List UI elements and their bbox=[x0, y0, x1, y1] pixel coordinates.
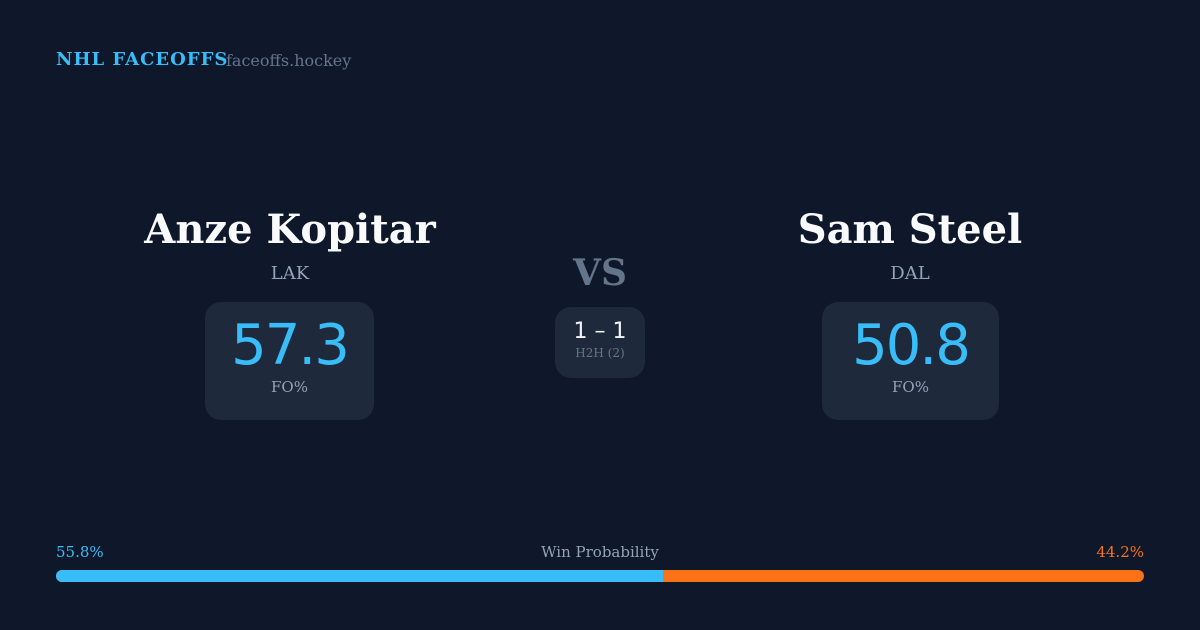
left-player-name: Anze Kopitar bbox=[144, 206, 436, 253]
left-win-prob: 55.8% bbox=[56, 543, 104, 561]
right-win-prob: 44.2% bbox=[1096, 543, 1144, 561]
right-fo-card: 50.8 FO% bbox=[822, 302, 999, 420]
right-player-name: Sam Steel bbox=[797, 206, 1023, 253]
right-fo-value: 50.8 bbox=[852, 313, 971, 378]
left-fo-label: FO% bbox=[271, 378, 308, 396]
win-prob-fill-left bbox=[56, 570, 664, 582]
h2h-record: 1 – 1 bbox=[573, 319, 627, 344]
left-team: LAK bbox=[270, 263, 310, 284]
h2h-label: H2H (2) bbox=[575, 346, 625, 360]
left-fo-value: 57.3 bbox=[231, 313, 350, 378]
win-prob-label: Win Probability bbox=[541, 543, 659, 561]
vs-label: VS bbox=[573, 252, 627, 294]
right-fo-label: FO% bbox=[892, 378, 929, 396]
brand-title: NHL FACEOFFS bbox=[56, 49, 229, 70]
site-url[interactable]: faceoffs.hockey bbox=[226, 51, 352, 70]
left-fo-card: 57.3 FO% bbox=[205, 302, 374, 420]
win-prob-bar bbox=[56, 570, 1144, 582]
right-team: DAL bbox=[890, 263, 930, 284]
h2h-card: 1 – 1 H2H (2) bbox=[555, 307, 645, 378]
